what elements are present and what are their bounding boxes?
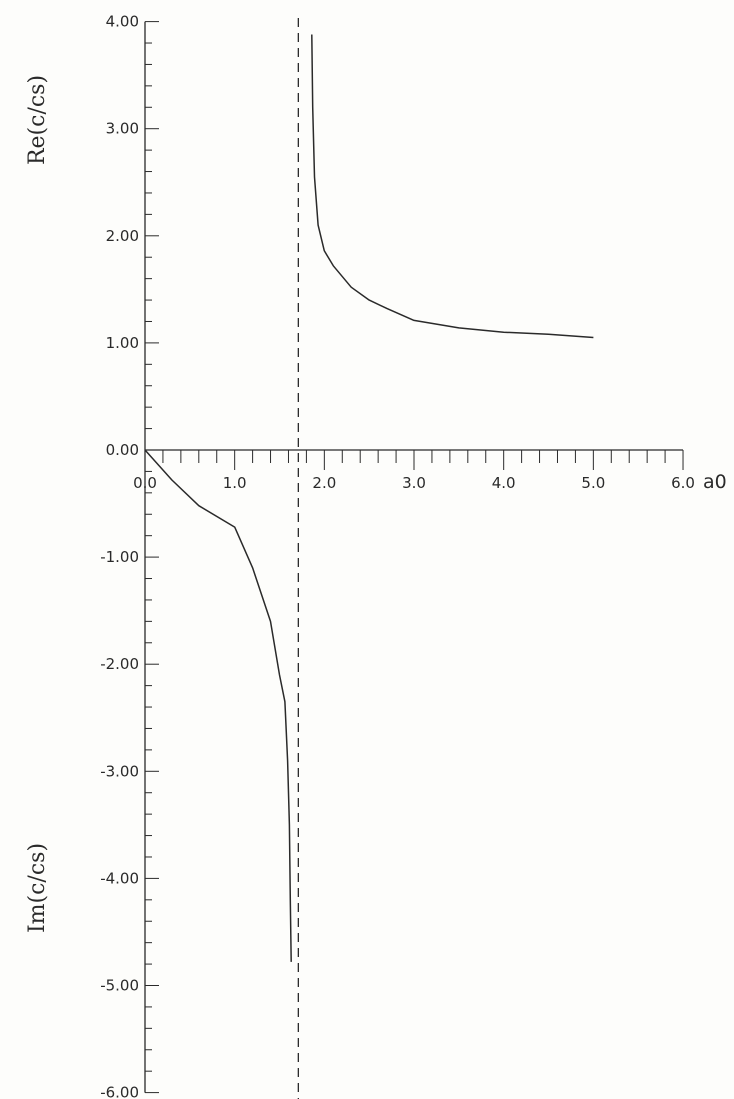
y-tick-label: 3.00	[106, 120, 139, 138]
y-tick-label: -2.00	[100, 655, 139, 673]
y-axis-label-imaginary: Im(c/cs)	[25, 843, 50, 933]
y-tick-label: 4.00	[106, 13, 139, 31]
y-tick-label: -4.00	[100, 869, 139, 887]
y-axis-label-real: Re(c/cs)	[25, 75, 50, 165]
x-tick-label: 3.0	[402, 474, 426, 492]
y-tick-label: -6.00	[100, 1084, 139, 1099]
y-tick-label: -5.00	[100, 977, 139, 995]
x-axis-name: a0	[703, 471, 727, 493]
y-tick-label: 0.00	[106, 441, 139, 459]
series-line-real	[312, 35, 594, 338]
x-tick-label: 5.0	[581, 474, 605, 492]
series-line-imaginary	[145, 450, 291, 962]
y-tick-label: -1.00	[100, 548, 139, 566]
x-tick-label: 6.0	[671, 474, 695, 492]
x-tick-label: 2.0	[312, 474, 336, 492]
x-tick-label: 0.0	[133, 474, 157, 492]
x-tick-label: 1.0	[223, 474, 247, 492]
y-tick-label: 1.00	[106, 334, 139, 352]
y-tick-label: 2.00	[106, 227, 139, 245]
x-tick-label: 4.0	[492, 474, 516, 492]
y-tick-label: -3.00	[100, 762, 139, 780]
